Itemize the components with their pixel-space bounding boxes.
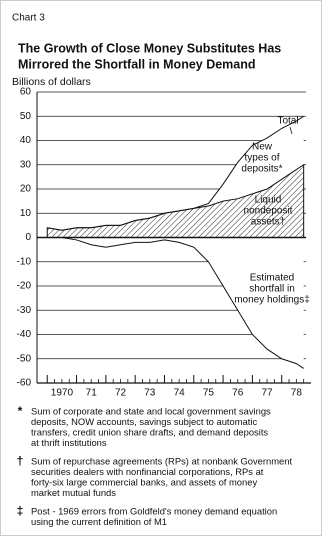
footnote-text: forty-six large commercial banks, and as…: [31, 476, 257, 487]
annotation: money holdings‡: [234, 295, 310, 306]
footnote-text: Sum of corporate and state and local gov…: [31, 405, 271, 416]
annotation: nondeposit: [244, 206, 293, 217]
footnote-text: Post - 1969 errors from Goldfeld's money…: [31, 505, 277, 516]
annotation: Total: [277, 116, 298, 127]
y-tick-label: 30: [20, 159, 32, 170]
x-tick-label: 76: [232, 388, 244, 399]
y-tick-label: 20: [20, 184, 32, 195]
annotation: types of: [244, 153, 279, 164]
x-tick-label: 71: [86, 388, 98, 399]
chart-title: Mirrored the Shortfall in Money Demand: [18, 57, 256, 71]
x-tick-label: 74: [174, 388, 186, 399]
footnote-mark: *: [18, 404, 23, 418]
y-tick-label: 0: [25, 232, 31, 243]
y-tick-label: -30: [17, 305, 32, 316]
y-tick-label: 50: [20, 111, 32, 122]
y-tick-label: 60: [20, 87, 32, 98]
x-tick-label: 73: [144, 388, 156, 399]
y-tick-label: 40: [20, 135, 32, 146]
footnote-text: transfers, credit union share drafts, an…: [31, 426, 268, 437]
annotation-arrow: [289, 126, 293, 135]
footnote-text: market mutual funds: [31, 487, 116, 498]
annotation: New: [252, 142, 273, 153]
shortfall-area: [47, 237, 304, 369]
x-tick-label: 78: [291, 388, 303, 399]
y-tick-label: 10: [20, 208, 32, 219]
y-axis-label: Billions of dollars: [12, 76, 91, 88]
x-tick-label: 1970: [51, 388, 74, 399]
footnote-text: using the current definition of M1: [31, 516, 167, 527]
footnote-text: deposits, NOW accounts, savings subject …: [31, 416, 257, 427]
total-line: [47, 115, 304, 231]
y-tick-label: -50: [17, 353, 32, 364]
y-tick-label: -40: [17, 329, 32, 340]
footnote-text: securities dealers with nonfinancial cor…: [31, 466, 264, 477]
y-tick-label: -20: [17, 281, 32, 292]
chart-title: The Growth of Close Money Substitutes Ha…: [18, 41, 281, 55]
annotation: Estimated: [250, 273, 294, 284]
x-tick-label: 75: [203, 388, 215, 399]
chart-label: Chart 3: [12, 13, 45, 24]
y-tick-label: -60: [17, 378, 32, 389]
annotation: assets†: [251, 217, 285, 228]
x-tick-label: 72: [115, 388, 127, 399]
shortfall-line: [47, 237, 304, 369]
y-tick-label: -10: [17, 256, 32, 267]
footnote-mark: ‡: [17, 504, 24, 518]
annotation: deposits*: [241, 164, 282, 175]
x-tick-label: 77: [261, 388, 273, 399]
footnote-text: Sum of repurchase agreements (RPs) at no…: [31, 455, 292, 466]
annotation: shortfall in: [249, 284, 295, 295]
footnote-text: at thrift institutions: [31, 437, 107, 448]
footnote-mark: †: [17, 454, 24, 468]
annotation: Liquid: [255, 195, 282, 206]
